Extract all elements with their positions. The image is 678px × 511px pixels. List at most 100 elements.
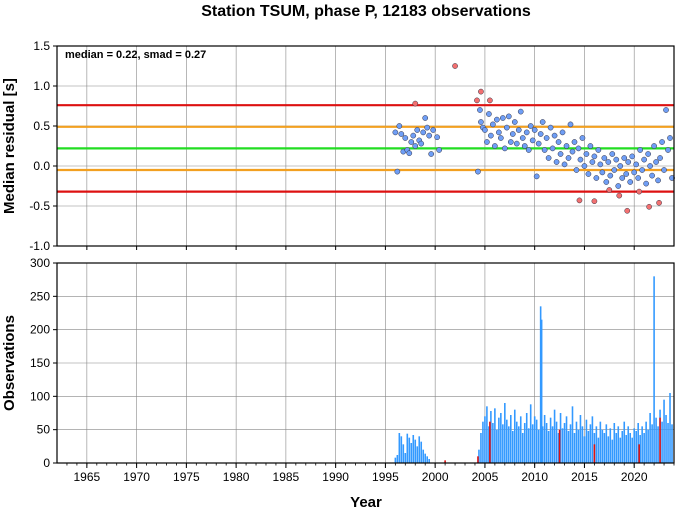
inlier-point [478,119,484,125]
residual-y-axis-label: Median residual [s] [1,78,18,214]
inlier-point [521,143,528,149]
observation-bar [547,431,550,463]
inlier-point [611,167,618,173]
observation-bar [504,403,506,463]
inlier-point [486,111,492,117]
inlier-point [527,123,534,129]
x-tick-label: 1975 [173,470,200,484]
observation-bar [671,424,673,463]
inlier-point [669,175,675,181]
inlier-point [645,151,651,157]
chart-title: Station TSUM, phase P, 12183 observation… [201,3,531,20]
inlier-point [515,127,522,133]
inlier-point [541,147,548,153]
outlier-point [616,192,623,199]
inlier-point [621,155,628,161]
observation-bar [416,446,419,463]
inlier-point [587,143,594,149]
observation-bar [663,399,665,463]
observation-bar [639,435,641,463]
observation-bar [571,406,574,463]
outlier-point [576,197,583,204]
outlier-point [646,203,652,210]
observation-bar [655,417,657,463]
observation-bar [412,435,415,463]
observation-bar [627,426,630,463]
observations-y-tick-label: 200 [30,323,50,337]
residual-y-tick-label: -1.0 [29,239,50,253]
observation-bar [601,429,604,463]
inlier-point [615,183,622,189]
inlier-point [477,107,483,113]
outlier-point [474,97,480,104]
observation-bar [559,413,562,463]
inlier-point [490,121,496,128]
inlier-point [599,169,606,176]
observation-bar [561,428,564,463]
observation-bar [607,436,610,463]
inlier-point [428,151,435,157]
inlier-point [559,129,566,136]
residual-y-tick-label: -0.5 [29,199,50,213]
inlier-point [553,159,560,165]
inlier-point [573,167,580,173]
inlier-point [482,127,488,133]
observation-bar [410,443,413,463]
outlier-observation-bar [477,456,479,463]
inlier-point [639,167,646,173]
inlier-point [585,171,592,177]
inlier-point [661,167,667,173]
outlier-point [636,188,643,195]
inlier-point [519,135,526,141]
observation-bar [418,436,421,463]
inlier-point [577,156,584,163]
observation-bar [635,431,637,463]
observation-bar [506,419,508,463]
inlier-point [398,131,405,137]
observation-bar [406,433,409,463]
observation-bar [519,416,522,463]
inlier-point [595,147,602,153]
observation-bar [581,426,584,463]
observations-y-tick-label: 0 [43,456,50,470]
inlier-point [583,151,590,157]
observation-bar [649,413,651,463]
observation-bar [667,423,669,463]
inlier-point [394,168,401,175]
outlier-point [624,207,631,214]
observation-bar [502,424,504,463]
observation-bar [553,409,556,463]
x-tick-label: 2000 [422,470,449,484]
inlier-point [603,179,610,185]
reference-lines [57,104,674,193]
observation-bar [492,423,494,463]
observation-bar [597,437,600,463]
outlier-point [591,198,598,205]
observation-bar [521,433,524,463]
observation-bar [623,421,626,463]
observation-bar [613,423,616,463]
inlier-point [551,132,558,139]
observation-bar [543,415,546,463]
observation-bar [500,413,502,463]
observation-bar [523,423,526,463]
x-tick-label: 1970 [123,470,150,484]
inlier-point [531,127,538,133]
observation-bar [591,416,594,463]
inlier-point [581,163,588,169]
inlier-point [535,140,542,147]
residual-y-ticks: -1.0 -0.5 0.0 0.5 1.0 1.5 [29,39,635,253]
observation-bar [669,393,671,463]
observations-y-axis-label: Observations [1,315,18,411]
observation-bar [517,426,520,463]
observation-bar [575,421,578,463]
observation-bar [398,433,401,463]
observation-bar [482,421,484,463]
outlier-observation-bar [444,460,446,463]
observation-bar [611,439,614,463]
inlier-point [563,143,570,149]
observations-y-tick-label: 150 [30,356,50,370]
inlier-point [641,156,647,163]
observation-bar [541,426,544,463]
